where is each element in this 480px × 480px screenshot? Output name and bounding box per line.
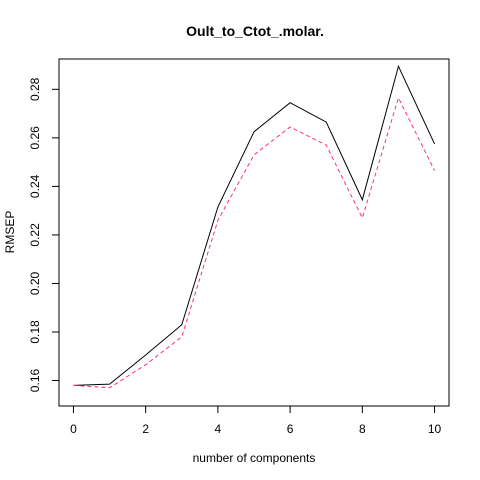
x-axis: 0 2 4 6 8 10 [70, 405, 442, 436]
x-tick-label: 8 [359, 422, 366, 436]
x-tick-label: 10 [428, 422, 442, 436]
y-tick-label: 0.16 [28, 369, 42, 393]
series-line-1 [73, 64, 436, 386]
y-tick-label: 0.20 [28, 271, 42, 295]
y-tick-label: 0.28 [28, 77, 42, 101]
chart-title: Oult_to_Ctot_.molar. [186, 23, 324, 39]
y-tick-label: 0.18 [28, 320, 42, 344]
x-tick-label: 4 [215, 422, 222, 436]
y-tick-label: 0.26 [28, 126, 42, 150]
series-line-2 [73, 96, 436, 389]
x-tick-label: 2 [142, 422, 149, 436]
x-tick-label: 0 [70, 422, 77, 436]
y-tick-label: 0.24 [28, 174, 42, 198]
plot-area-box [58, 58, 450, 407]
x-tick-label: 6 [287, 422, 294, 436]
series-layer [73, 64, 436, 389]
x-axis-label: number of components [193, 451, 316, 465]
y-axis: 0.16 0.18 0.20 0.22 0.24 0.26 0.28 [28, 77, 60, 393]
y-tick-label: 0.22 [28, 223, 42, 247]
y-axis-label: RMSEP [3, 211, 17, 254]
